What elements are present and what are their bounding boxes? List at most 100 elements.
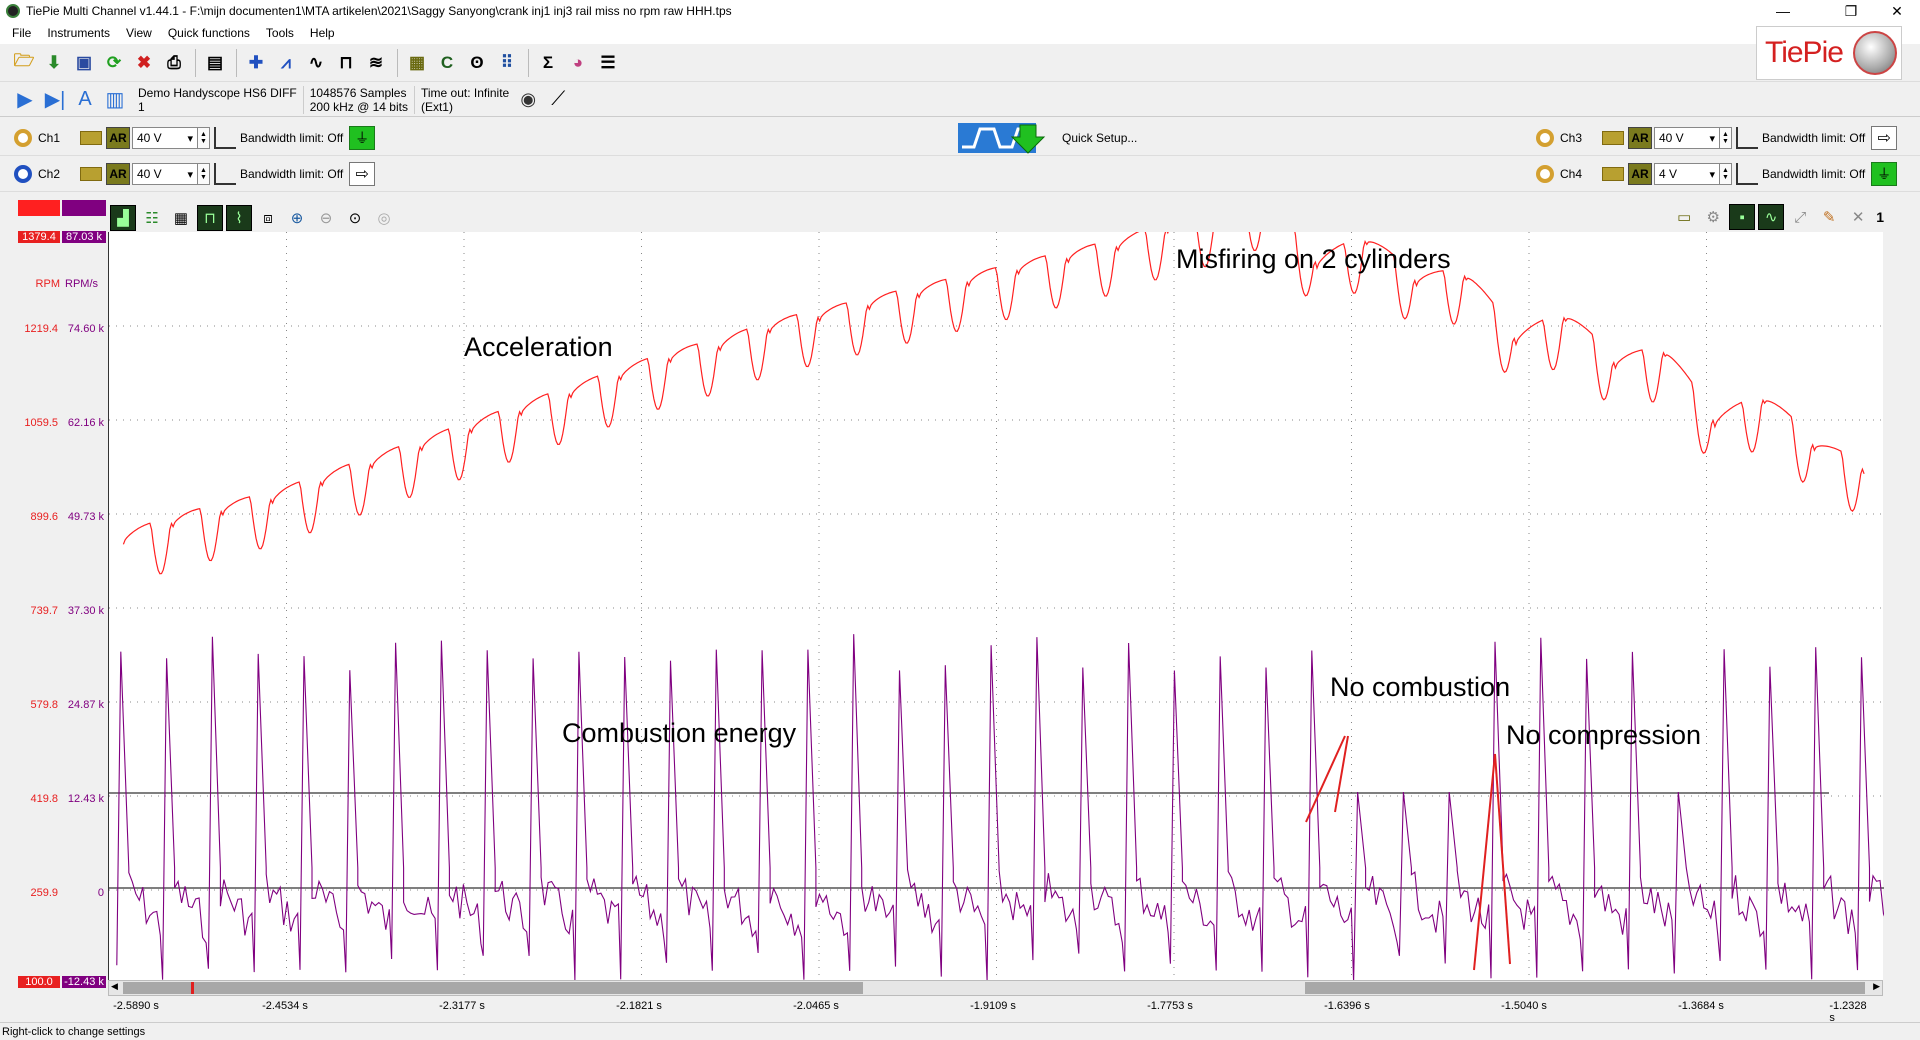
menu-file[interactable]: File <box>12 26 32 40</box>
close-scope-icon[interactable]: ✕ <box>1851 209 1865 226</box>
color-wheel-icon[interactable]: ◕ <box>572 52 584 72</box>
scroll-region-right[interactable] <box>1305 982 1865 994</box>
ch2-autorange-button[interactable]: AR <box>106 163 130 185</box>
ch1-indicator-icon[interactable] <box>14 129 32 147</box>
start-icon[interactable]: ▶ <box>17 89 33 111</box>
rpm-axis-min[interactable]: 100.0 <box>18 976 60 988</box>
single-shot-icon[interactable]: ▶| <box>44 89 66 111</box>
trigger-info[interactable]: Time out: Infinite (Ext1) <box>415 86 515 114</box>
export-icon[interactable]: ▭ <box>1677 209 1692 226</box>
ch3-indicator-icon[interactable] <box>1536 129 1554 147</box>
trigger-knob-icon[interactable]: ◉ <box>520 89 537 109</box>
ch2-indicator-icon[interactable] <box>14 165 32 183</box>
ch3-bandwidth-icon[interactable] <box>1736 127 1758 149</box>
ch4-bandwidth-icon[interactable] <box>1736 163 1758 185</box>
ch4-ground-icon[interactable]: ⏚ <box>1871 162 1898 186</box>
ch4-range-select[interactable]: 4 V <box>1654 163 1720 185</box>
menu-help[interactable]: Help <box>309 26 335 40</box>
minimize-button[interactable]: — <box>1776 3 1790 19</box>
ch3-autorange-button[interactable]: AR <box>1628 127 1652 149</box>
ch4-autorange-button[interactable]: AR <box>1628 163 1652 185</box>
rpm-series-swatch[interactable] <box>18 200 60 216</box>
rpms-axis-min[interactable]: -12.43 k <box>62 976 106 988</box>
meter-icon[interactable]: ≋ <box>368 52 384 72</box>
quick-setup[interactable]: Quick Setup... <box>958 121 1137 155</box>
trigger-slope-icon[interactable]: ⟋ <box>551 88 566 110</box>
sample-info[interactable]: 1048576 Samples 200 kHz @ 14 bits <box>304 85 415 114</box>
ch4-bandwidth-label[interactable]: Bandwidth limit: Off <box>1762 167 1866 181</box>
rpms-series-swatch[interactable] <box>62 200 106 216</box>
zoom-out-icon[interactable]: ⊖ <box>319 210 333 227</box>
instrument-icon[interactable]: ▥ <box>105 89 125 111</box>
zoom-box-icon[interactable]: ⧈ <box>263 209 273 227</box>
ch1-bandwidth-label[interactable]: Bandwidth limit: Off <box>240 131 344 145</box>
ch1-label[interactable]: Ch1 <box>38 131 61 145</box>
scope-graph-icon[interactable]: ▟ <box>110 205 136 231</box>
print-icon[interactable]: ⎙ <box>167 52 181 72</box>
ch3-input-icon[interactable]: ⇨ <box>1871 126 1898 150</box>
delete-icon[interactable]: ✖ <box>136 52 152 72</box>
ch1-range-select[interactable]: 40 V <box>132 127 198 149</box>
sum-icon[interactable]: Σ <box>542 52 554 72</box>
grid-icon[interactable]: ▦ <box>173 210 189 227</box>
ch4-range-spinner[interactable]: ▲ ▼ <box>1720 163 1732 185</box>
serial-decoder-icon[interactable]: ⠿ <box>500 52 514 72</box>
trace-icon[interactable]: ⌇ <box>226 205 252 231</box>
add-scope-icon[interactable]: ✚ <box>248 52 264 72</box>
ch1-autorange-button[interactable]: AR <box>106 127 130 149</box>
fft-icon[interactable]: ⊓ <box>339 52 353 72</box>
channel-display-icon[interactable]: ▪ <box>1729 204 1756 230</box>
ch3-range-spinner[interactable]: ▲ ▼ <box>1720 127 1732 149</box>
ch2-range-select[interactable]: 40 V <box>132 163 198 185</box>
maximize-scope-icon[interactable]: ⤢ <box>1794 208 1807 226</box>
ch3-label[interactable]: Ch3 <box>1560 131 1583 145</box>
yt-graph-icon[interactable]: ⩘ <box>281 52 291 72</box>
ch1-coupling-icon[interactable] <box>80 131 102 145</box>
scroll-right-icon[interactable]: ▶ <box>1873 981 1880 991</box>
ch2-label[interactable]: Ch2 <box>38 167 61 181</box>
close-button[interactable]: ✕ <box>1891 2 1903 19</box>
ch1-range-spinner[interactable]: ▲ ▼ <box>198 127 210 149</box>
ch1-ground-icon[interactable]: ⏚ <box>349 126 376 150</box>
maximize-button[interactable]: ❐ <box>1844 2 1858 19</box>
open-folder-icon[interactable]: 🗁 <box>13 51 35 70</box>
menu-quick-functions[interactable]: Quick functions <box>167 26 250 40</box>
zoom-fit-icon[interactable]: ⊙ <box>348 210 362 227</box>
rpms-axis-max[interactable]: 87.03 k <box>62 231 106 243</box>
can-decoder-icon[interactable]: C <box>440 52 454 72</box>
xy-graph-icon[interactable]: ∿ <box>308 52 324 72</box>
pen-icon[interactable]: ✎ <box>1822 209 1836 226</box>
menu-view[interactable]: View <box>126 26 152 40</box>
ch2-bandwidth-icon[interactable] <box>214 163 236 185</box>
ch3-bandwidth-label[interactable]: Bandwidth limit: Off <box>1762 131 1866 145</box>
zoom-in-icon[interactable]: ⊕ <box>290 210 304 227</box>
ch2-range-spinner[interactable]: ▲ ▼ <box>198 163 210 185</box>
rpm-axis-max[interactable]: 1379.4 <box>18 231 60 243</box>
scroll-region-left[interactable] <box>123 982 863 994</box>
ch3-range-select[interactable]: 40 V <box>1654 127 1720 149</box>
import-icon[interactable]: ⬇ <box>46 52 62 72</box>
cursor-icon[interactable]: ⊓ <box>197 205 223 231</box>
ch2-coupling-icon[interactable] <box>80 167 102 181</box>
refresh-icon[interactable]: ⟳ <box>106 52 122 72</box>
scope-plot[interactable] <box>108 198 1902 987</box>
menu-instruments[interactable]: Instruments <box>47 26 111 40</box>
scroll-left-icon[interactable]: ◀ <box>111 981 118 991</box>
settings-list-icon[interactable]: ☰ <box>600 52 616 72</box>
ch4-indicator-icon[interactable] <box>1536 165 1554 183</box>
ch4-coupling-icon[interactable] <box>1602 167 1624 181</box>
device-info[interactable]: Demo Handyscope HS6 DIFF 1 <box>132 85 304 114</box>
eye-icon[interactable]: ◎ <box>377 210 391 227</box>
save-icon[interactable]: ▣ <box>75 52 93 72</box>
channel-list-icon[interactable]: ☷ <box>145 210 159 227</box>
auto-setup-icon[interactable]: A <box>78 88 92 110</box>
ch2-input-icon[interactable]: ⇨ <box>349 162 376 186</box>
measure-icon[interactable]: ⚙ <box>1706 209 1720 226</box>
ch2-bandwidth-label[interactable]: Bandwidth limit: Off <box>240 167 344 181</box>
menu-tools[interactable]: Tools <box>265 26 294 40</box>
window-icon[interactable]: ▤ <box>206 52 224 72</box>
horizontal-scrollbar[interactable]: ◀ ▶ <box>108 980 1883 996</box>
meter-display-icon[interactable]: ▦ <box>408 52 426 72</box>
waveform-icon[interactable]: ∿ <box>1758 204 1785 230</box>
ch3-coupling-icon[interactable] <box>1602 131 1624 145</box>
